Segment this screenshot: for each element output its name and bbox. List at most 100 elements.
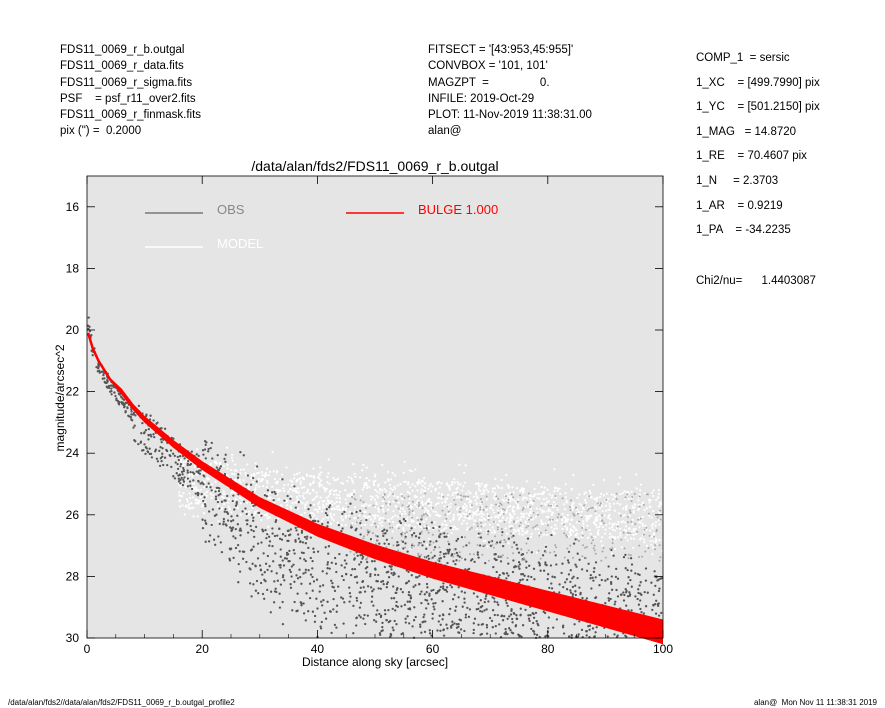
obs-point — [201, 526, 205, 530]
model-point — [617, 523, 620, 526]
model-point — [655, 498, 658, 502]
obs-point — [464, 613, 468, 616]
obs-point — [216, 453, 219, 457]
model-point — [387, 470, 390, 473]
model-point — [594, 516, 598, 520]
obs-point — [373, 619, 376, 622]
model-point — [571, 529, 574, 532]
obs-point — [402, 518, 406, 521]
model-point — [622, 514, 625, 517]
model-point — [465, 505, 468, 508]
obs-point — [549, 564, 553, 567]
model-point — [482, 513, 485, 516]
obs-point — [335, 570, 338, 574]
obs-point — [592, 579, 595, 582]
model-point — [178, 505, 182, 508]
model-point — [523, 531, 527, 535]
model-point — [185, 504, 188, 507]
obs-point — [575, 565, 578, 568]
obs-point — [504, 632, 507, 636]
model-point — [618, 512, 621, 515]
model-point — [535, 507, 538, 510]
obs-point — [558, 591, 561, 594]
obs-point — [323, 611, 326, 614]
model-point — [293, 473, 296, 476]
obs-point — [612, 554, 615, 557]
model-point — [406, 516, 409, 519]
obs-point — [265, 495, 268, 498]
obs-point — [327, 552, 330, 555]
model-point — [264, 472, 267, 475]
model-point — [333, 513, 336, 516]
model-point — [392, 500, 395, 503]
obs-point — [508, 627, 511, 630]
obs-point — [425, 527, 428, 530]
obs-point — [340, 529, 343, 533]
obs-point — [260, 514, 263, 517]
model-point — [254, 462, 257, 465]
model-point — [289, 479, 292, 482]
obs-point — [192, 479, 195, 482]
obs-point — [483, 609, 486, 612]
obs-point — [553, 576, 556, 579]
obs-point — [454, 562, 457, 566]
obs-point — [285, 551, 289, 555]
obs-point — [296, 609, 299, 612]
obs-point — [541, 554, 545, 557]
obs-point — [258, 564, 262, 567]
obs-point — [633, 492, 636, 495]
obs-point — [439, 585, 442, 589]
model-point — [202, 486, 206, 489]
model-point — [621, 492, 624, 495]
obs-point — [213, 514, 217, 517]
model-point — [496, 484, 499, 487]
model-point — [482, 540, 485, 543]
obs-point — [382, 533, 385, 536]
obs-point — [87, 316, 90, 319]
model-point — [600, 522, 603, 525]
model-point — [533, 487, 536, 490]
obs-point — [362, 617, 365, 620]
obs-point — [253, 535, 256, 539]
model-point — [651, 535, 654, 538]
obs-point — [496, 526, 499, 529]
model-point — [493, 529, 496, 532]
obs-point — [328, 567, 331, 570]
model-point — [494, 492, 497, 495]
obs-point — [569, 499, 572, 502]
model-point — [486, 513, 489, 516]
model-point — [420, 479, 423, 482]
obs-point — [444, 552, 448, 555]
model-point — [325, 496, 328, 499]
obs-point — [539, 569, 542, 572]
obs-point — [430, 551, 433, 554]
obs-point — [266, 588, 269, 592]
model-point — [344, 524, 347, 527]
model-point — [500, 519, 503, 523]
obs-point — [140, 432, 143, 435]
model-point — [539, 508, 542, 511]
obs-point — [349, 502, 352, 505]
model-point — [493, 531, 497, 534]
obs-point — [397, 575, 400, 578]
obs-point — [392, 629, 395, 632]
obs-point — [457, 586, 460, 589]
model-point — [462, 519, 465, 523]
obs-point — [320, 600, 323, 603]
model-point — [413, 494, 417, 497]
obs-point — [624, 591, 628, 594]
obs-point — [252, 529, 255, 533]
obs-point — [374, 522, 377, 525]
model-point — [632, 511, 635, 514]
model-point — [329, 523, 333, 526]
model-point — [330, 489, 333, 492]
obs-point — [420, 601, 423, 605]
model-point — [497, 514, 501, 517]
obs-point — [518, 563, 522, 566]
model-point — [654, 521, 658, 524]
model-point — [509, 517, 512, 520]
model-point — [365, 477, 368, 480]
model-point — [374, 488, 377, 491]
obs-point — [485, 505, 488, 508]
obs-point — [647, 512, 650, 515]
